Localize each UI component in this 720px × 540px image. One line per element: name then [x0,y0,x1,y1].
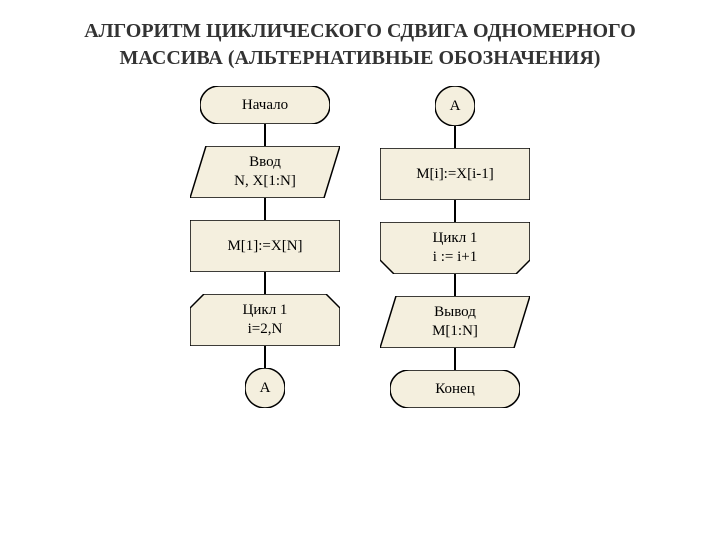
shape-label: Конец [390,370,520,408]
flowchart-node: Цикл 1i := i+1 [380,222,530,274]
flowchart-node: M[i]:=X[i-1] [380,148,530,200]
shape-label-line: Цикл 1 [433,229,478,248]
page: АЛГОРИТМ ЦИКЛИЧЕСКОГО СДВИГА ОДНОМЕРНОГО… [0,0,720,540]
shape-parallelogram: ВыводM[1:N] [380,296,530,348]
flowchart-node: ВыводM[1:N] [380,296,530,348]
shape-label-line: M[i]:=X[i-1] [416,165,494,184]
flowchart-node: A [380,86,530,126]
connector-line [454,348,456,370]
shape-label-line: M[1]:=X[N] [227,237,302,256]
shape-loopend: Цикл 1i := i+1 [380,222,530,274]
flowchart-node: Конец [380,370,530,408]
page-title: АЛГОРИТМ ЦИКЛИЧЕСКОГО СДВИГА ОДНОМЕРНОГО… [40,18,680,72]
flowchart-node: ВводN, X[1:N] [190,146,340,198]
shape-label: ВводN, X[1:N] [190,146,340,198]
connector-line [264,272,266,294]
shape-label-line: A [260,379,271,398]
shape-process: M[i]:=X[i-1] [380,148,530,200]
shape-label: A [435,86,475,126]
shape-label-line: Цикл 1 [243,301,288,320]
connector-line [264,346,266,368]
shape-label-line: Начало [242,96,288,115]
flowchart-node: M[1]:=X[N] [190,220,340,272]
flowchart-columns: НачалоВводN, X[1:N]M[1]:=X[N]Цикл 1i=2,N… [0,86,720,408]
connector-line [454,126,456,148]
shape-label-line: Конец [435,380,474,399]
shape-connector: A [245,368,285,408]
shape-process: M[1]:=X[N] [190,220,340,272]
shape-terminator: Начало [200,86,330,124]
shape-terminator: Конец [390,370,520,408]
shape-label: M[i]:=X[i-1] [380,148,530,200]
flowchart-column: A M[i]:=X[i-1] Цикл 1i := i+1 ВыводM[1:N] Ко… [380,86,530,408]
shape-label-line: Ввод [249,153,281,172]
flowchart-node: Начало [190,86,340,124]
title-line-2: МАССИВА (АЛЬТЕРНАТИВНЫЕ ОБОЗНАЧЕНИЯ) [120,47,601,69]
connector-line [264,198,266,220]
connector-line [454,274,456,296]
shape-label-line: i := i+1 [433,248,477,267]
shape-connector: A [435,86,475,126]
shape-label: A [245,368,285,408]
shape-label-line: Вывод [434,303,476,322]
shape-label: M[1]:=X[N] [190,220,340,272]
connector-line [264,124,266,146]
flowchart-column: Начало ВводN, X[1:N] M[1]:=X[N] Цикл 1i=2,N… [190,86,340,408]
flowchart-node: A [190,368,340,408]
shape-label-line: i=2,N [248,320,283,339]
shape-label-line: M[1:N] [432,322,478,341]
shape-label-line: N, X[1:N] [234,172,296,191]
shape-label: Цикл 1i := i+1 [380,222,530,274]
connector-line [454,200,456,222]
title-line-1: АЛГОРИТМ ЦИКЛИЧЕСКОГО СДВИГА ОДНОМЕРНОГО [84,20,636,42]
shape-parallelogram: ВводN, X[1:N] [190,146,340,198]
shape-label: Цикл 1i=2,N [190,294,340,346]
flowchart-node: Цикл 1i=2,N [190,294,340,346]
shape-label: ВыводM[1:N] [380,296,530,348]
shape-label-line: A [450,97,461,116]
shape-loopstart: Цикл 1i=2,N [190,294,340,346]
shape-label: Начало [200,86,330,124]
